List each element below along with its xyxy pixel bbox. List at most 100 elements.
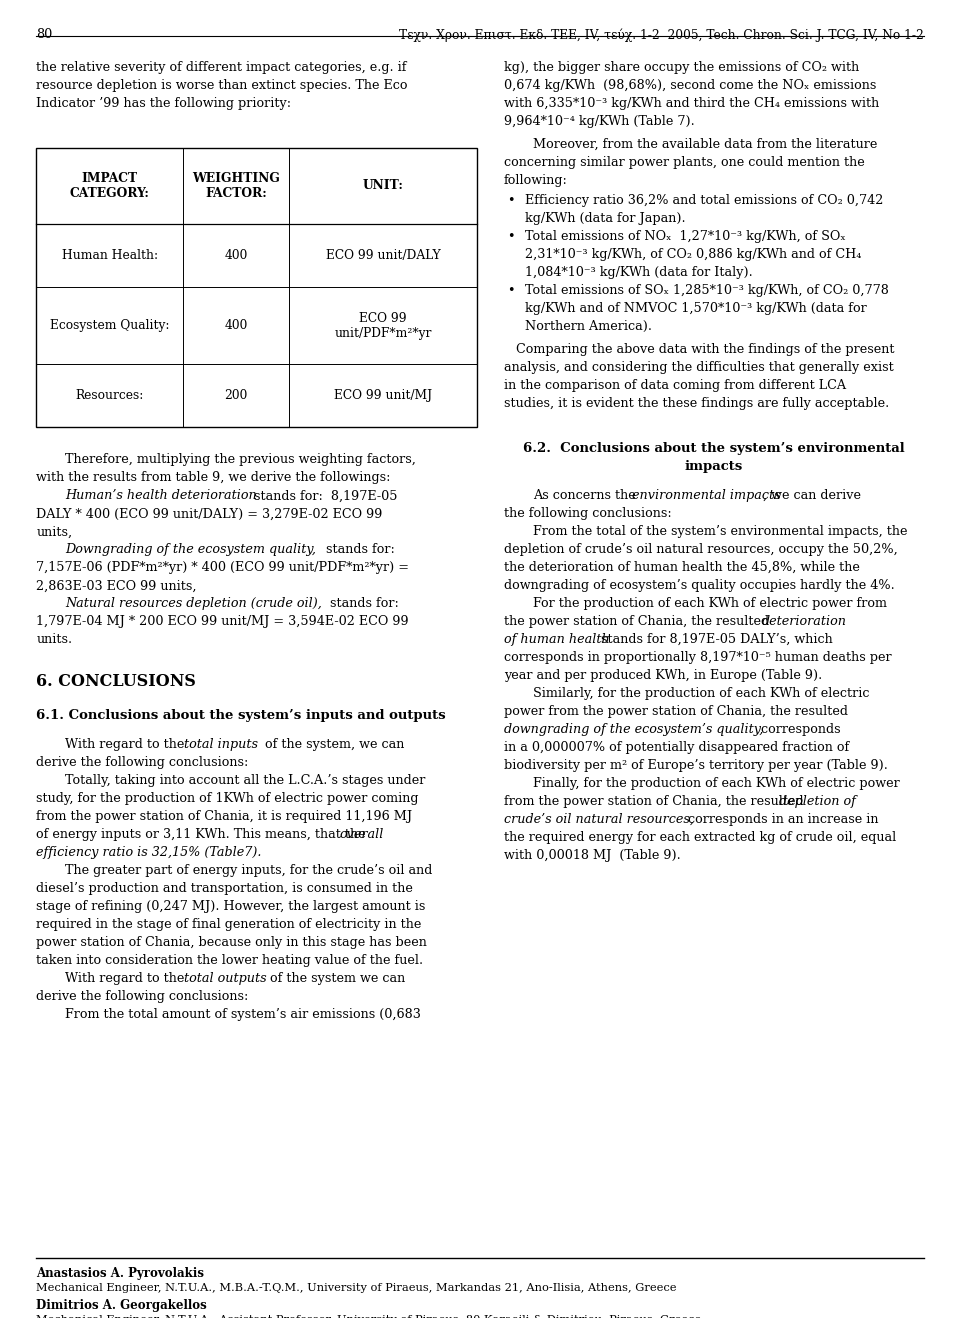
Text: required in the stage of final generation of electricity in the: required in the stage of final generatio… — [36, 917, 421, 931]
Text: with 0,00018 MJ  (Table 9).: with 0,00018 MJ (Table 9). — [504, 849, 681, 862]
Text: Total emissions of NOₓ  1,27*10⁻³ kg/KWh, of SOₓ: Total emissions of NOₓ 1,27*10⁻³ kg/KWh,… — [525, 229, 846, 243]
Text: power station of Chania, because only in this stage has been: power station of Chania, because only in… — [36, 936, 427, 949]
Text: analysis, and considering the difficulties that generally exist: analysis, and considering the difficulti… — [504, 361, 894, 374]
Text: the relative severity of different impact categories, e.g. if: the relative severity of different impac… — [36, 61, 407, 74]
Text: depletion of: depletion of — [779, 795, 855, 808]
Text: •: • — [507, 194, 515, 207]
Text: deterioration: deterioration — [761, 614, 847, 627]
Text: Mechanical Engineer, N.T.U.A., M.B.A.-T.Q.M., University of Piraeus, Markandas 2: Mechanical Engineer, N.T.U.A., M.B.A.-T.… — [36, 1284, 677, 1293]
Text: From the total amount of system’s air emissions (0,683: From the total amount of system’s air em… — [65, 1007, 421, 1020]
Text: Similarly, for the production of each KWh of electric: Similarly, for the production of each KW… — [533, 687, 870, 700]
Text: •: • — [507, 229, 515, 243]
Text: 6. CONCLUSIONS: 6. CONCLUSIONS — [36, 673, 197, 689]
Text: Indicator ’99 has the following priority:: Indicator ’99 has the following priority… — [36, 96, 292, 109]
Text: kg/KWh and of NMVOC 1,570*10⁻³ kg/KWh (data for: kg/KWh and of NMVOC 1,570*10⁻³ kg/KWh (d… — [525, 302, 867, 315]
Text: corresponds: corresponds — [757, 722, 841, 735]
Text: Efficiency ratio 36,2% and total emissions of CO₂ 0,742: Efficiency ratio 36,2% and total emissio… — [525, 194, 883, 207]
Text: Ecosystem Quality:: Ecosystem Quality: — [50, 319, 170, 332]
Text: 1,797E-04 MJ * 200 ECO 99 unit/MJ = 3,594E-02 ECO 99: 1,797E-04 MJ * 200 ECO 99 unit/MJ = 3,59… — [36, 616, 409, 629]
Text: Moreover, from the available data from the literature: Moreover, from the available data from t… — [533, 138, 877, 152]
Text: DALY * 400 (ECO 99 unit/DALY) = 3,279E-02 ECO 99: DALY * 400 (ECO 99 unit/DALY) = 3,279E-0… — [36, 507, 383, 521]
Text: with 6,335*10⁻³ kg/KWh and third the CH₄ emissions with: with 6,335*10⁻³ kg/KWh and third the CH₄… — [504, 96, 879, 109]
Text: derive the following conclusions:: derive the following conclusions: — [36, 990, 249, 1003]
Text: total inputs: total inputs — [184, 738, 258, 751]
Text: from the power station of Chania, the resulted: from the power station of Chania, the re… — [504, 795, 807, 808]
Text: 2,31*10⁻³ kg/KWh, of CO₂ 0,886 kg/KWh and of CH₄: 2,31*10⁻³ kg/KWh, of CO₂ 0,886 kg/KWh an… — [525, 248, 861, 261]
Text: ECO 99
unit/PDF*m²*yr: ECO 99 unit/PDF*m²*yr — [334, 311, 432, 340]
Text: Anastasios A. Pyrovolakis: Anastasios A. Pyrovolakis — [36, 1268, 204, 1280]
Text: efficiency ratio is 32,15% (Table7).: efficiency ratio is 32,15% (Table7). — [36, 846, 262, 858]
Text: downgrading of the ecosystem’s quality,: downgrading of the ecosystem’s quality, — [504, 722, 763, 735]
Text: , we can derive: , we can derive — [763, 489, 861, 502]
Text: 6.2.  Conclusions about the system’s environmental: 6.2. Conclusions about the system’s envi… — [523, 442, 904, 455]
Text: Human Health:: Human Health: — [61, 249, 158, 262]
Text: 400: 400 — [225, 319, 248, 332]
Text: impacts: impacts — [684, 460, 743, 473]
Text: kg), the bigger share occupy the emissions of CO₂ with: kg), the bigger share occupy the emissio… — [504, 61, 859, 74]
Text: total outputs: total outputs — [184, 971, 267, 985]
Text: derive the following conclusions:: derive the following conclusions: — [36, 755, 249, 768]
Text: Natural resources depletion (crude oil),: Natural resources depletion (crude oil), — [65, 597, 322, 610]
Text: year and per produced KWh, in Europe (Table 9).: year and per produced KWh, in Europe (Ta… — [504, 668, 823, 681]
Text: Finally, for the production of each KWh of electric power: Finally, for the production of each KWh … — [533, 776, 900, 789]
Text: the deterioration of human health the 45,8%, while the: the deterioration of human health the 45… — [504, 560, 860, 573]
Text: UNIT:: UNIT: — [363, 179, 403, 192]
Text: diesel’s production and transportation, is consumed in the: diesel’s production and transportation, … — [36, 882, 414, 895]
Text: Human’s health deterioration: Human’s health deterioration — [65, 489, 257, 502]
Text: units,: units, — [36, 526, 73, 538]
Text: stands for:: stands for: — [322, 543, 395, 556]
Text: stands for:  8,197E-05: stands for: 8,197E-05 — [250, 489, 397, 502]
Text: stands for:: stands for: — [326, 597, 399, 610]
Text: concerning similar power plants, one could mention the: concerning similar power plants, one cou… — [504, 156, 865, 169]
Text: in a 0,000007% of potentially disappeared fraction of: in a 0,000007% of potentially disappeare… — [504, 741, 850, 754]
Text: environmental impacts: environmental impacts — [632, 489, 780, 502]
Bar — [36, 148, 477, 427]
Text: stage of refining (0,247 MJ). However, the largest amount is: stage of refining (0,247 MJ). However, t… — [36, 900, 426, 912]
Text: corresponds in proportionally 8,197*10⁻⁵ human deaths per: corresponds in proportionally 8,197*10⁻⁵… — [504, 651, 892, 664]
Text: kg/KWh (data for Japan).: kg/KWh (data for Japan). — [525, 212, 685, 225]
Text: Therefore, multiplying the previous weighting factors,: Therefore, multiplying the previous weig… — [65, 453, 416, 467]
Text: ECO 99 unit/DALY: ECO 99 unit/DALY — [325, 249, 441, 262]
Text: resource depletion is worse than extinct species. The Eco: resource depletion is worse than extinct… — [36, 79, 408, 92]
Text: of energy inputs or 3,11 KWh. This means, that the: of energy inputs or 3,11 KWh. This means… — [36, 828, 371, 841]
Text: Τεχν. Χρον. Επιστ. Εκδ. ΤΕΕ, IV, τεύχ. 1-2  2005, Tech. Chron. Sci. J. TCG, IV, : Τεχν. Χρον. Επιστ. Εκδ. ΤΕΕ, IV, τεύχ. 1… — [398, 28, 924, 42]
Text: 9,964*10⁻⁴ kg/KWh (Table 7).: 9,964*10⁻⁴ kg/KWh (Table 7). — [504, 115, 695, 128]
Text: the required energy for each extracted kg of crude oil, equal: the required energy for each extracted k… — [504, 830, 897, 844]
Text: 2,863E-03 ECO 99 units,: 2,863E-03 ECO 99 units, — [36, 580, 197, 592]
Text: from the power station of Chania, it is required 11,196 MJ: from the power station of Chania, it is … — [36, 809, 413, 822]
Text: From the total of the system’s environmental impacts, the: From the total of the system’s environme… — [533, 525, 907, 538]
Text: •: • — [507, 283, 515, 297]
Text: study, for the production of 1KWh of electric power coming: study, for the production of 1KWh of ele… — [36, 792, 419, 804]
Text: corresponds in an increase in: corresponds in an increase in — [684, 813, 879, 825]
Text: depletion of crude’s oil natural resources, occupy the 50,2%,: depletion of crude’s oil natural resourc… — [504, 543, 898, 556]
Text: WEIGHTING
FACTOR:: WEIGHTING FACTOR: — [192, 171, 280, 200]
Text: IMPACT
CATEGORY:: IMPACT CATEGORY: — [70, 171, 150, 200]
Text: As concerns the: As concerns the — [533, 489, 639, 502]
Text: 200: 200 — [225, 389, 248, 402]
Text: of the system, we can: of the system, we can — [261, 738, 404, 751]
Text: 7,157E-06 (PDF*m²*yr) * 400 (ECO 99 unit/PDF*m²*yr) =: 7,157E-06 (PDF*m²*yr) * 400 (ECO 99 unit… — [36, 561, 410, 575]
Text: For the production of each KWh of electric power from: For the production of each KWh of electr… — [533, 597, 887, 610]
Text: Dimitrios A. Georgakellos: Dimitrios A. Georgakellos — [36, 1300, 207, 1311]
Text: following:: following: — [504, 174, 568, 187]
Text: in the comparison of data coming from different LCA: in the comparison of data coming from di… — [504, 380, 846, 391]
Text: units.: units. — [36, 634, 73, 646]
Text: Resources:: Resources: — [76, 389, 144, 402]
Text: ECO 99 unit/MJ: ECO 99 unit/MJ — [334, 389, 432, 402]
Text: Northern America).: Northern America). — [525, 320, 652, 332]
Text: 6.1. Conclusions about the system’s inputs and outputs: 6.1. Conclusions about the system’s inpu… — [36, 709, 446, 722]
Text: 80: 80 — [36, 28, 53, 41]
Text: of human health: of human health — [504, 633, 610, 646]
Text: stands for 8,197E-05 DALY’s, which: stands for 8,197E-05 DALY’s, which — [597, 633, 833, 646]
Text: power from the power station of Chania, the resulted: power from the power station of Chania, … — [504, 705, 848, 718]
Text: With regard to the: With regard to the — [65, 738, 189, 751]
Text: overall: overall — [340, 828, 384, 841]
Text: Mechanical Engineer, N.T.U.A., Assistant Professor, University of Piraeus, 80 Ka: Mechanical Engineer, N.T.U.A., Assistant… — [36, 1315, 702, 1318]
Text: The greater part of energy inputs, for the crude’s oil and: The greater part of energy inputs, for t… — [65, 863, 433, 876]
Text: downgrading of ecosystem’s quality occupies hardly the 4%.: downgrading of ecosystem’s quality occup… — [504, 579, 895, 592]
Text: the following conclusions:: the following conclusions: — [504, 507, 672, 519]
Text: biodiversity per m² of Europe’s territory per year (Table 9).: biodiversity per m² of Europe’s territor… — [504, 759, 888, 771]
Text: studies, it is evident the these findings are fully acceptable.: studies, it is evident the these finding… — [504, 397, 889, 410]
Text: 0,674 kg/KWh  (98,68%), second come the NOₓ emissions: 0,674 kg/KWh (98,68%), second come the N… — [504, 79, 876, 92]
Text: with the results from table 9, we derive the followings:: with the results from table 9, we derive… — [36, 472, 391, 485]
